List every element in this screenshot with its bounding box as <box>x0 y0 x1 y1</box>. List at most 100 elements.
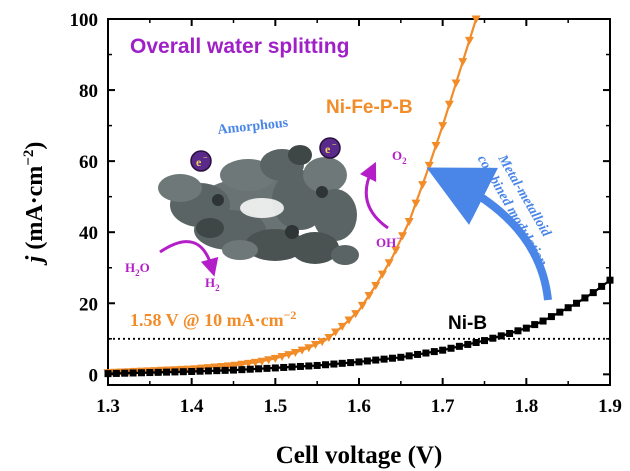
data-point-nifepb <box>438 122 448 131</box>
data-point-nib <box>154 368 162 376</box>
data-point-nib <box>372 356 380 364</box>
x-tick-label: 1.4 <box>180 396 204 417</box>
data-point-nifepb <box>264 356 274 365</box>
data-point-nib <box>414 350 422 358</box>
y-tick-label: 100 <box>70 10 99 31</box>
h2o-curved-arrow <box>159 240 219 277</box>
data-point-nifepb <box>404 218 414 227</box>
data-point-nib <box>112 369 120 377</box>
data-point-nifepb <box>371 282 381 291</box>
overpotential-annotation: 1.58 V @ 10 mA·cm−2 <box>130 308 296 330</box>
data-point-nib <box>121 369 129 377</box>
data-point-nifepb <box>464 36 474 45</box>
x-tick-label: 1.3 <box>96 396 120 417</box>
electron-label: e <box>196 155 202 169</box>
data-point-nib <box>322 361 330 369</box>
data-point-nifepb <box>284 351 294 360</box>
data-point-nib <box>230 366 237 374</box>
data-point-nifepb <box>451 79 461 88</box>
data-point-nib <box>313 361 321 369</box>
data-point-nib <box>171 368 179 376</box>
oh-label: OH− <box>376 233 401 250</box>
data-point-nib <box>522 324 530 332</box>
data-point-nib <box>447 344 455 352</box>
amorphous-label: Amorphous <box>217 116 290 138</box>
chart-title: Overall water splitting <box>130 35 349 58</box>
y-tick-label: 20 <box>79 294 98 315</box>
data-point-nifepb <box>458 58 468 67</box>
data-point-nib <box>179 368 187 376</box>
x-tick-label: 1.7 <box>431 396 455 417</box>
data-point-nib <box>255 365 263 373</box>
data-point-nifepb <box>324 334 334 343</box>
data-point-nifepb <box>444 100 454 109</box>
data-point-nib <box>271 364 279 372</box>
h2o-label: H2O <box>125 260 150 278</box>
data-point-nib <box>355 358 363 366</box>
data-point-nib <box>539 317 547 325</box>
data-point-nib <box>380 355 388 363</box>
electron-icon-right: e − <box>319 137 341 159</box>
data-point-nib <box>246 365 254 373</box>
x-tick-label: 1.8 <box>514 396 538 417</box>
data-point-nib <box>564 304 572 312</box>
axis-ticks: 1.3 1.4 1.5 1.6 1.7 1.8 1.9 0 20 40 60 80 100 <box>70 10 622 417</box>
x-tick-label: 1.9 <box>598 396 622 417</box>
data-point-nifepb <box>244 359 254 368</box>
data-point-nifepb <box>290 349 300 358</box>
o2-label: O2 <box>392 148 407 166</box>
data-point-nib <box>305 362 313 370</box>
data-point-nifepb <box>391 246 401 255</box>
data-point-nib <box>405 352 413 360</box>
data-point-nib <box>589 289 597 297</box>
data-point-nifepb <box>297 346 307 355</box>
data-point-nib <box>263 364 271 372</box>
data-point-nib <box>556 308 564 316</box>
series-nib <box>104 276 614 378</box>
electron-sup: − <box>203 153 208 162</box>
data-point-nib <box>363 357 371 365</box>
data-point-nifepb <box>331 328 341 337</box>
data-point-nib <box>196 367 204 375</box>
data-point-nib <box>439 346 447 354</box>
data-point-nib <box>422 349 430 357</box>
data-point-nib <box>606 276 614 284</box>
data-point-nifepb <box>418 181 428 190</box>
data-point-nib <box>213 367 221 375</box>
data-point-nib <box>531 321 539 329</box>
data-point-nib <box>163 368 171 376</box>
data-point-nib <box>296 362 304 370</box>
data-point-nifepb <box>471 15 481 24</box>
data-point-nib <box>330 360 338 368</box>
data-point-nib <box>338 359 346 367</box>
series-label-nib: Ni-B <box>448 313 487 334</box>
data-point-nifepb <box>257 357 267 366</box>
data-point-nib <box>581 294 589 302</box>
data-point-nifepb <box>250 358 260 367</box>
inset-illustration: e − e − Amorphous H2O H2 O2 OH− <box>125 116 407 293</box>
data-point-nifepb <box>223 362 233 371</box>
data-point-nifepb <box>317 338 327 347</box>
data-point-nib <box>481 337 488 345</box>
y-tick-label: 40 <box>79 223 98 244</box>
data-point-nifepb <box>384 259 394 268</box>
electron-icon-left: e − <box>190 150 212 172</box>
data-point-nifepb <box>304 344 314 353</box>
y-tick-label: 0 <box>89 365 99 386</box>
data-point-nifepb <box>270 354 280 363</box>
data-point-nib <box>455 342 463 350</box>
data-point-nib <box>204 367 212 375</box>
data-point-nifepb <box>230 361 240 370</box>
data-point-nib <box>347 359 355 367</box>
data-point-nifepb <box>398 232 408 241</box>
data-point-nib <box>129 369 137 377</box>
data-point-nifepb <box>357 301 367 310</box>
data-point-nifepb <box>431 142 441 151</box>
data-point-nifepb <box>310 341 320 350</box>
data-point-nib <box>280 363 288 371</box>
y-axis-title: j (mA·cm−2) <box>21 142 48 267</box>
data-point-nifepb <box>337 322 347 331</box>
data-point-nib <box>472 339 480 347</box>
data-point-nib <box>573 299 581 307</box>
data-point-nib <box>146 369 154 377</box>
